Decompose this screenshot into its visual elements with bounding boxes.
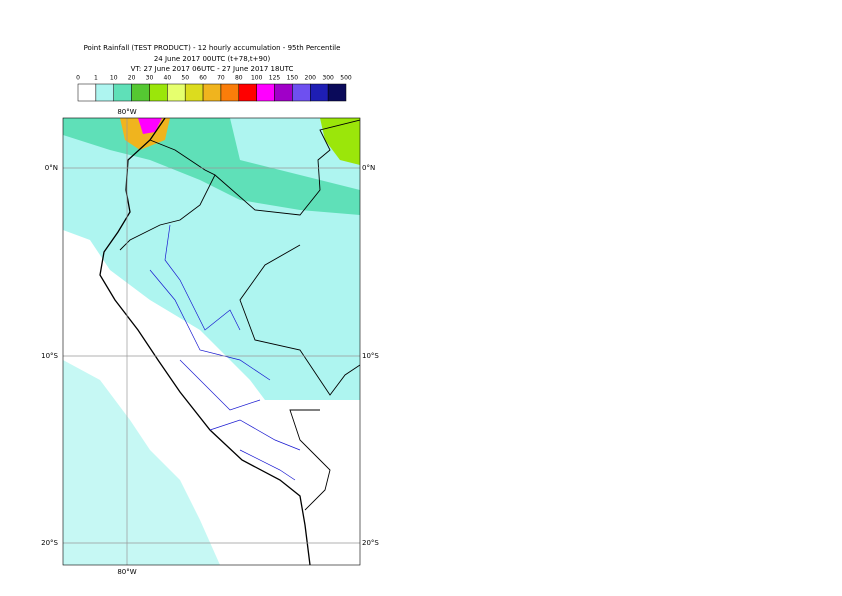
map-frame bbox=[62, 117, 361, 566]
lat-label: 0°N bbox=[45, 164, 58, 172]
colorbar-label: 1 bbox=[94, 75, 98, 82]
title: Point Rainfall (TEST PRODUCT) - 12 hourl… bbox=[84, 44, 341, 52]
colorbar-box bbox=[238, 83, 257, 102]
colorbar-label: 300 bbox=[322, 75, 334, 82]
lat-label: 20°S bbox=[41, 539, 58, 547]
valid-time: VT: 27 June 2017 06UTC - 27 June 2017 18… bbox=[131, 65, 294, 73]
colorbar-label: 20 bbox=[128, 75, 136, 82]
region-border bbox=[149, 224, 301, 481]
lat-label: 20°S bbox=[362, 539, 379, 547]
colorbar-box bbox=[256, 83, 275, 102]
colorbar-box bbox=[95, 83, 114, 102]
rain-area bbox=[320, 118, 360, 165]
map: 80°W 80°W 0°N 0°N 10°S 10°S 20°S 20°S bbox=[41, 108, 379, 576]
colorbar-label: 150 bbox=[287, 75, 299, 82]
lat-label: 0°N bbox=[362, 164, 375, 172]
colorbar-label: 0 bbox=[76, 75, 80, 82]
colorbar-label: 50 bbox=[181, 75, 189, 82]
colorbar-label: 200 bbox=[305, 75, 317, 82]
colorbar-label: 100 bbox=[251, 75, 263, 82]
border bbox=[119, 119, 360, 511]
colorbar-label: 10 bbox=[110, 75, 118, 82]
lon-label: 80°W bbox=[117, 108, 136, 116]
lat-label: 10°S bbox=[41, 352, 58, 360]
coastline bbox=[99, 118, 311, 565]
colorbar-box bbox=[202, 83, 222, 102]
rain-area bbox=[138, 118, 162, 134]
colorbar-label: 60 bbox=[199, 75, 207, 82]
lat-label: 10°S bbox=[362, 352, 379, 360]
colorbar-label: 40 bbox=[164, 75, 172, 82]
colorbar-box bbox=[167, 83, 186, 102]
colorbar-label: 30 bbox=[146, 75, 154, 82]
colorbar-box bbox=[327, 83, 347, 102]
colorbar-box bbox=[131, 83, 150, 102]
colorbar-box bbox=[310, 83, 329, 102]
colorbar-box bbox=[77, 83, 97, 102]
colorbar: 0 1 10 20 30 40 50 60 70 80 100 125 150 200 300 500 bbox=[76, 75, 352, 102]
colorbar-box bbox=[113, 83, 132, 102]
colorbar-box bbox=[274, 83, 293, 102]
subtitle: 24 June 2017 00UTC (t+78,t+90) bbox=[154, 55, 271, 63]
rain-area bbox=[63, 360, 220, 565]
colorbar-label: 125 bbox=[269, 75, 281, 82]
colorbar-box bbox=[220, 83, 240, 102]
colorbar-label: 70 bbox=[217, 75, 225, 82]
colorbar-box bbox=[184, 83, 204, 102]
lon-label: 80°W bbox=[117, 568, 136, 576]
colorbar-label: 80 bbox=[235, 75, 243, 82]
colorbar-box bbox=[149, 83, 168, 102]
colorbar-label: 500 bbox=[340, 75, 352, 82]
colorbar-box bbox=[292, 83, 311, 102]
